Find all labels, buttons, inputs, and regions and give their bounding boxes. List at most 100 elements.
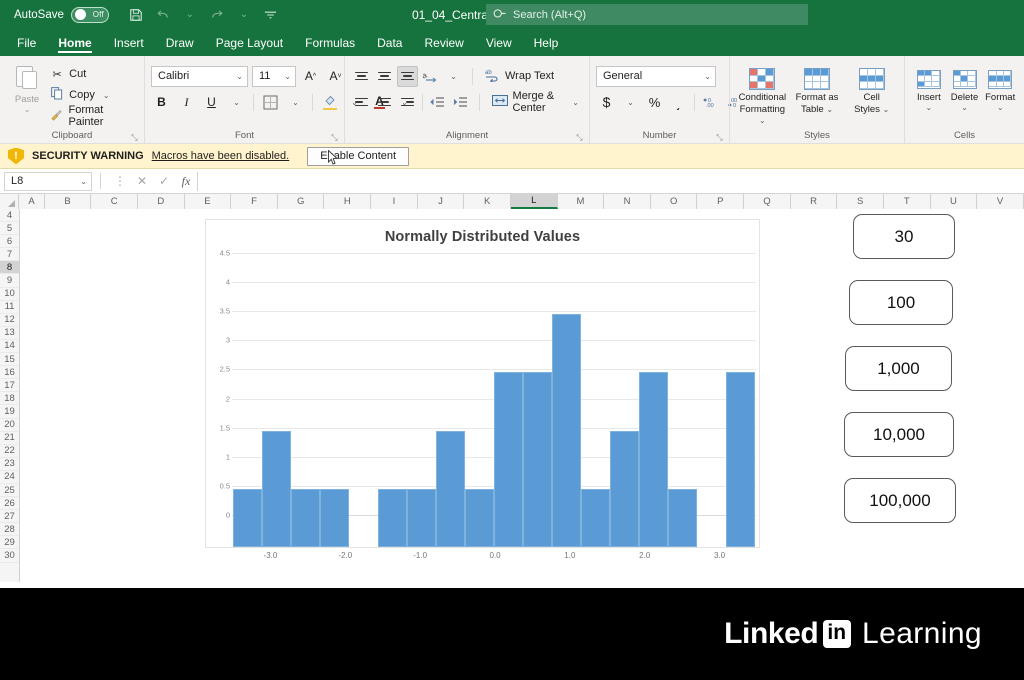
increase-indent-button[interactable] bbox=[450, 92, 471, 113]
column-header-S[interactable]: S bbox=[837, 194, 884, 209]
row-header-14[interactable]: 14 bbox=[0, 340, 19, 354]
column-header-P[interactable]: P bbox=[697, 194, 745, 209]
tab-file[interactable]: File bbox=[17, 35, 37, 50]
font-color-icon[interactable]: A bbox=[374, 93, 385, 109]
chevron-down-icon[interactable]: ⌄ bbox=[961, 103, 968, 112]
cut-button[interactable]: ✂ Cut bbox=[50, 65, 138, 83]
format-painter-button[interactable]: Format Painter bbox=[50, 104, 138, 128]
wrap-text-button[interactable]: ab Wrap Text bbox=[481, 66, 558, 87]
column-header-N[interactable]: N bbox=[604, 194, 651, 209]
row-header-9[interactable]: 9 bbox=[0, 274, 19, 288]
column-header-K[interactable]: K bbox=[464, 194, 511, 209]
chevron-down-icon[interactable]: ⌄ bbox=[102, 90, 110, 100]
tab-view[interactable]: View bbox=[485, 35, 512, 50]
conditional-formatting-button[interactable]: Conditional Formatting ⌄ bbox=[736, 65, 789, 126]
row-header-28[interactable]: 28 bbox=[0, 523, 19, 537]
merge-center-dropdown-icon[interactable]: ⌄ bbox=[572, 97, 579, 107]
tab-insert[interactable]: Insert bbox=[113, 35, 144, 50]
redo-icon[interactable] bbox=[206, 4, 228, 26]
shape-button-10000[interactable]: 10,000 bbox=[844, 412, 954, 457]
tab-formulas[interactable]: Formulas bbox=[305, 35, 356, 50]
sheet-canvas[interactable]: Normally Distributed Values 0 0.5 1 1.5 2 2.5… bbox=[20, 209, 1024, 582]
column-header-C[interactable]: C bbox=[91, 194, 138, 209]
decrease-indent-button[interactable] bbox=[427, 92, 448, 113]
bold-button[interactable]: B bbox=[157, 95, 166, 109]
font-size-combo[interactable]: 11 ⌄ bbox=[252, 65, 296, 87]
column-header-J[interactable]: J bbox=[417, 194, 465, 209]
underline-dropdown-icon[interactable]: ⌄ bbox=[233, 97, 240, 107]
column-header-Q[interactable]: Q bbox=[744, 194, 791, 209]
row-header-12[interactable]: 12 bbox=[0, 314, 19, 327]
merge-center-button[interactable]: Merge & Center ⌄ bbox=[488, 90, 583, 114]
align-top-button[interactable] bbox=[351, 66, 372, 87]
shape-button-100[interactable]: 100 bbox=[849, 280, 953, 325]
align-right-button[interactable] bbox=[397, 92, 418, 113]
cell-styles-button[interactable]: Cell Styles ⌄ bbox=[845, 65, 898, 115]
column-header-U[interactable]: U bbox=[930, 194, 978, 209]
select-all-corner[interactable] bbox=[0, 194, 20, 209]
column-header-A[interactable]: A bbox=[19, 194, 45, 209]
increase-font-size-button[interactable]: A ^ bbox=[304, 69, 317, 83]
fill-color-dropdown-icon[interactable]: ⌄ bbox=[344, 92, 365, 113]
chevron-down-icon[interactable]: ⌄ bbox=[23, 105, 31, 114]
more-options-icon[interactable]: ⋮ bbox=[114, 174, 126, 188]
shape-button-100000[interactable]: 100,000 bbox=[844, 478, 956, 523]
fill-color-icon[interactable] bbox=[319, 92, 340, 113]
currency-dropdown-icon[interactable]: ⌄ bbox=[627, 97, 634, 107]
number-dialog-launcher[interactable]: ⤡ bbox=[716, 133, 723, 142]
row-header-29[interactable]: 29 bbox=[0, 536, 19, 550]
row-header-7[interactable]: 7 bbox=[0, 248, 19, 262]
column-header-B[interactable]: B bbox=[44, 194, 92, 209]
undo-dropdown-icon[interactable]: ⌄ bbox=[185, 9, 195, 20]
comma-style-button[interactable]: ͵ bbox=[676, 94, 681, 110]
format-cells-button[interactable]: Format ⌄ bbox=[982, 65, 1018, 112]
orientation-dropdown-icon[interactable]: ⌄ bbox=[450, 71, 457, 81]
row-header-18[interactable]: 18 bbox=[0, 392, 19, 406]
row-header-5[interactable]: 5 bbox=[0, 222, 19, 236]
column-header-V[interactable]: V bbox=[977, 194, 1024, 209]
column-header-O[interactable]: O bbox=[650, 194, 698, 209]
row-header-4[interactable]: 4 bbox=[0, 209, 19, 223]
row-header-19[interactable]: 19 bbox=[0, 405, 19, 419]
tab-review[interactable]: Review bbox=[424, 35, 464, 50]
currency-button[interactable]: $ bbox=[602, 94, 611, 110]
format-as-table-button[interactable]: Format as Table ⌄ bbox=[791, 65, 844, 115]
customize-quick-access-icon[interactable] bbox=[260, 4, 282, 26]
column-header-L[interactable]: L bbox=[510, 194, 558, 209]
column-header-D[interactable]: D bbox=[137, 194, 185, 209]
tab-home[interactable]: Home bbox=[47, 29, 102, 56]
borders-dropdown-icon[interactable]: ⌄ bbox=[292, 97, 299, 107]
row-header-25[interactable]: 25 bbox=[0, 484, 19, 498]
align-bottom-button[interactable] bbox=[397, 65, 418, 87]
orientation-icon[interactable]: a bbox=[420, 66, 441, 87]
column-header-H[interactable]: H bbox=[324, 194, 372, 209]
save-icon[interactable] bbox=[125, 4, 147, 26]
row-header-8[interactable]: 8 bbox=[0, 261, 19, 275]
chevron-down-icon[interactable]: ⌄ bbox=[996, 103, 1004, 112]
row-header-22[interactable]: 22 bbox=[0, 445, 19, 458]
row-header-30[interactable]: 30 bbox=[0, 549, 19, 563]
row-header-20[interactable]: 20 bbox=[0, 419, 19, 432]
formula-input[interactable] bbox=[197, 171, 1020, 191]
redo-dropdown-icon[interactable]: ⌄ bbox=[239, 9, 249, 20]
column-header-E[interactable]: E bbox=[184, 194, 232, 209]
shape-button-30[interactable]: 30 bbox=[853, 214, 955, 259]
tab-data[interactable]: Data bbox=[377, 35, 403, 50]
tab-draw[interactable]: Draw bbox=[165, 35, 194, 50]
increase-decimal-icon[interactable]: 0.00 bbox=[700, 92, 721, 113]
insert-cells-button[interactable]: Insert ⌄ bbox=[911, 65, 947, 112]
paste-button[interactable]: Paste ⌄ bbox=[6, 62, 48, 114]
row-header-27[interactable]: 27 bbox=[0, 510, 19, 524]
histogram-chart[interactable]: Normally Distributed Values 0 0.5 1 1.5 2 2.5… bbox=[205, 219, 760, 560]
percent-button[interactable]: % bbox=[648, 94, 661, 110]
column-header-T[interactable]: T bbox=[883, 194, 931, 209]
tab-help[interactable]: Help bbox=[533, 35, 559, 50]
column-header-G[interactable]: G bbox=[277, 194, 325, 209]
name-box[interactable]: L8 ⌄ bbox=[4, 171, 92, 191]
undo-icon[interactable] bbox=[152, 4, 174, 26]
clipboard-dialog-launcher[interactable]: ⤡ bbox=[131, 133, 138, 142]
cancel-icon[interactable]: ✕ bbox=[136, 174, 148, 188]
delete-cells-button[interactable]: Delete ⌄ bbox=[947, 65, 983, 112]
column-header-M[interactable]: M bbox=[557, 194, 605, 209]
column-header-R[interactable]: R bbox=[790, 194, 838, 209]
